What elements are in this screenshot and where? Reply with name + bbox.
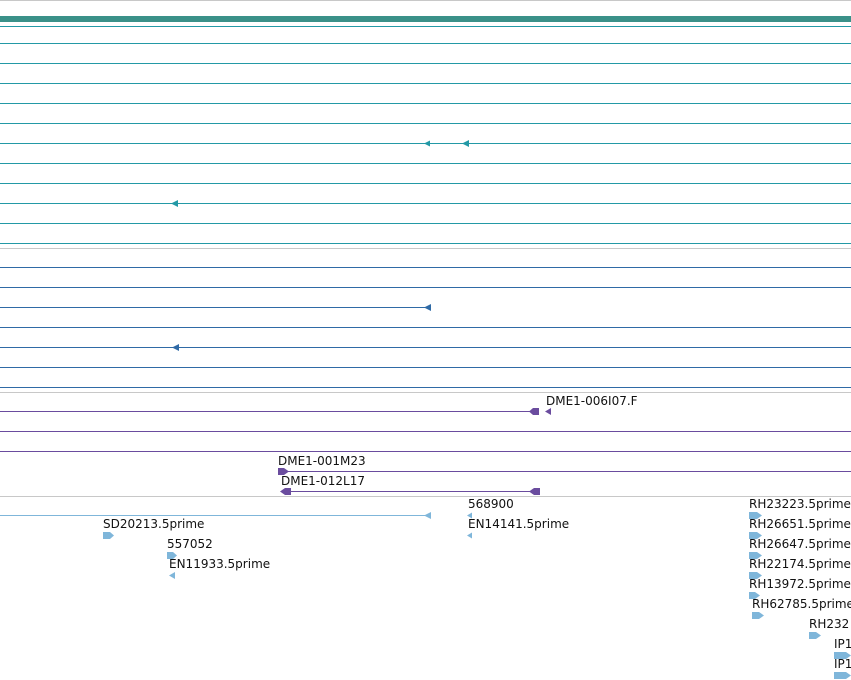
est-label[interactable]: RH26651.5prime [749,517,851,531]
teal-gene-track [0,26,851,244]
teal-track-arrows [171,140,469,207]
est-arrow-icon[interactable] [424,512,431,519]
blue-track-arrows [172,304,431,351]
clone-end-arrow-icon[interactable] [529,408,539,415]
bac-clone-track: DME1-006I07.F DME1-001M23 DME1-012L17 [0,394,851,495]
est-arrow-icon[interactable] [834,652,851,659]
clone-label[interactable]: DME1-012L17 [281,474,365,488]
est-arrow-icon[interactable] [749,512,762,519]
est-arrow-icon[interactable] [809,632,821,639]
est-label[interactable]: SD20213.5prime [103,517,204,531]
est-label[interactable]: RH232 [809,617,849,631]
strand-arrow-icon[interactable] [172,344,179,351]
est-arrow-icon[interactable] [749,552,762,559]
clone-end-arrow-icon[interactable] [280,488,291,495]
clone-end-arrow-icon[interactable] [545,408,551,415]
est-arrow-icon[interactable] [169,572,175,579]
clone-label[interactable]: DME1-006I07.F [546,394,638,408]
est-label[interactable]: EN11933.5prime [169,557,270,571]
blue-gene-track [0,267,851,388]
clone-end-arrow-icon[interactable] [278,468,289,475]
est-label[interactable]: RH23223.5prime [749,497,851,511]
est-label[interactable]: 557052 [167,537,213,551]
est-arrow-icon[interactable] [103,532,114,539]
strand-arrow-icon[interactable] [171,200,178,207]
est-arrow-icon[interactable] [749,572,762,579]
est-arrow-icon[interactable] [167,552,177,559]
est-arrow-icon[interactable] [467,532,472,539]
est-alignment-track: SD20213.5prime 557052 EN11933.5prime 568… [0,497,851,679]
strand-arrow-icon[interactable] [462,140,469,147]
est-label[interactable]: RH22174.5prime [749,557,851,571]
est-arrow-icon[interactable] [834,672,851,679]
est-label[interactable]: IP1 [834,657,851,671]
est-arrow-icon[interactable] [749,592,760,599]
est-label[interactable]: 568900 [468,497,514,511]
strand-arrow-icon[interactable] [424,304,431,311]
clone-label[interactable]: DME1-001M23 [278,454,366,468]
clone-end-arrow-icon[interactable] [529,488,540,495]
est-label[interactable]: RH62785.5prime [752,597,851,611]
est-label[interactable]: EN14141.5prime [468,517,569,531]
est-label[interactable]: IP1 [834,637,851,651]
est-arrow-icon[interactable] [467,512,472,519]
est-arrow-icon[interactable] [752,612,764,619]
track-header-bar [0,16,851,22]
est-arrow-icon[interactable] [749,532,762,539]
est-label[interactable]: RH26647.5prime [749,537,851,551]
est-label[interactable]: RH13972.5prime [749,577,851,591]
strand-arrow-icon[interactable] [424,140,430,147]
